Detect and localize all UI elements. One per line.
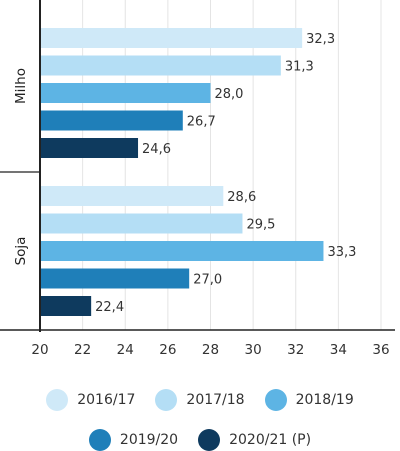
legend-item: 2018/19 xyxy=(264,389,354,411)
x-tick-label: 30 xyxy=(245,342,262,358)
grid-lines xyxy=(82,0,382,330)
x-axis-ticks: 20 22 24 26 28 30 32 34 36 xyxy=(31,342,389,358)
bar-chart: 32,3 31,3 28,0 26,7 24,6 28,6 29,5 33,3 27,0 22,4… xyxy=(0,0,395,358)
bar xyxy=(40,268,190,289)
bar xyxy=(40,55,281,76)
bar xyxy=(40,138,139,158)
bar xyxy=(40,241,324,261)
value-labels: 32,3 31,3 28,0 26,7 24,6 28,6 29,5 33,3 27,0 22,4 xyxy=(95,32,356,315)
value-label: 22,4 xyxy=(95,300,124,315)
x-tick-label: 26 xyxy=(159,342,176,358)
legend-item: 2016/17 xyxy=(46,389,135,411)
value-label: 26,7 xyxy=(187,115,216,130)
bar xyxy=(40,28,303,48)
legend-label: 2018/19 xyxy=(295,392,354,408)
value-label: 33,3 xyxy=(327,245,356,260)
value-label: 24,6 xyxy=(142,142,171,157)
legend-item: 2019/20 xyxy=(88,429,179,451)
value-label: 32,3 xyxy=(306,32,335,47)
x-tick-label: 24 xyxy=(117,342,134,358)
value-label: 27,0 xyxy=(193,273,222,288)
bar xyxy=(40,213,243,234)
legend-label: 2016/17 xyxy=(77,392,136,408)
bars xyxy=(40,28,324,316)
legend-swatch xyxy=(198,429,221,451)
category-label: Soja xyxy=(13,237,29,266)
bar xyxy=(40,83,211,103)
legend-row-2: 2019/20 2020/21 (P) xyxy=(0,429,400,451)
bar xyxy=(40,186,224,206)
legend-row-1: 2016/17 2017/18 2018/19 xyxy=(0,389,400,411)
value-label: 29,5 xyxy=(246,218,275,233)
legend-item: 2017/18 xyxy=(155,389,245,411)
x-tick-label: 32 xyxy=(287,342,304,358)
value-label: 28,0 xyxy=(215,87,244,102)
x-tick-label: 28 xyxy=(202,342,219,358)
category-labels: Milho Soja xyxy=(13,68,29,265)
legend-swatch xyxy=(155,389,178,411)
legend-label: 2020/21 (P) xyxy=(229,432,312,448)
value-label: 31,3 xyxy=(285,60,314,75)
legend-label: 2017/18 xyxy=(186,392,245,408)
category-label: Milho xyxy=(13,68,29,104)
legend-item: 2020/21 (P) xyxy=(198,429,311,451)
legend-swatch xyxy=(46,389,69,411)
legend-swatch xyxy=(88,429,111,451)
x-tick-label: 20 xyxy=(31,342,48,358)
value-label: 28,6 xyxy=(227,190,256,205)
x-tick-label: 36 xyxy=(372,342,389,358)
axes xyxy=(0,0,395,332)
x-tick-label: 22 xyxy=(74,342,91,358)
bar xyxy=(40,296,92,316)
legend-swatch xyxy=(264,389,287,411)
x-tick-label: 34 xyxy=(330,342,347,358)
legend-label: 2019/20 xyxy=(119,432,179,448)
bar xyxy=(40,110,183,131)
